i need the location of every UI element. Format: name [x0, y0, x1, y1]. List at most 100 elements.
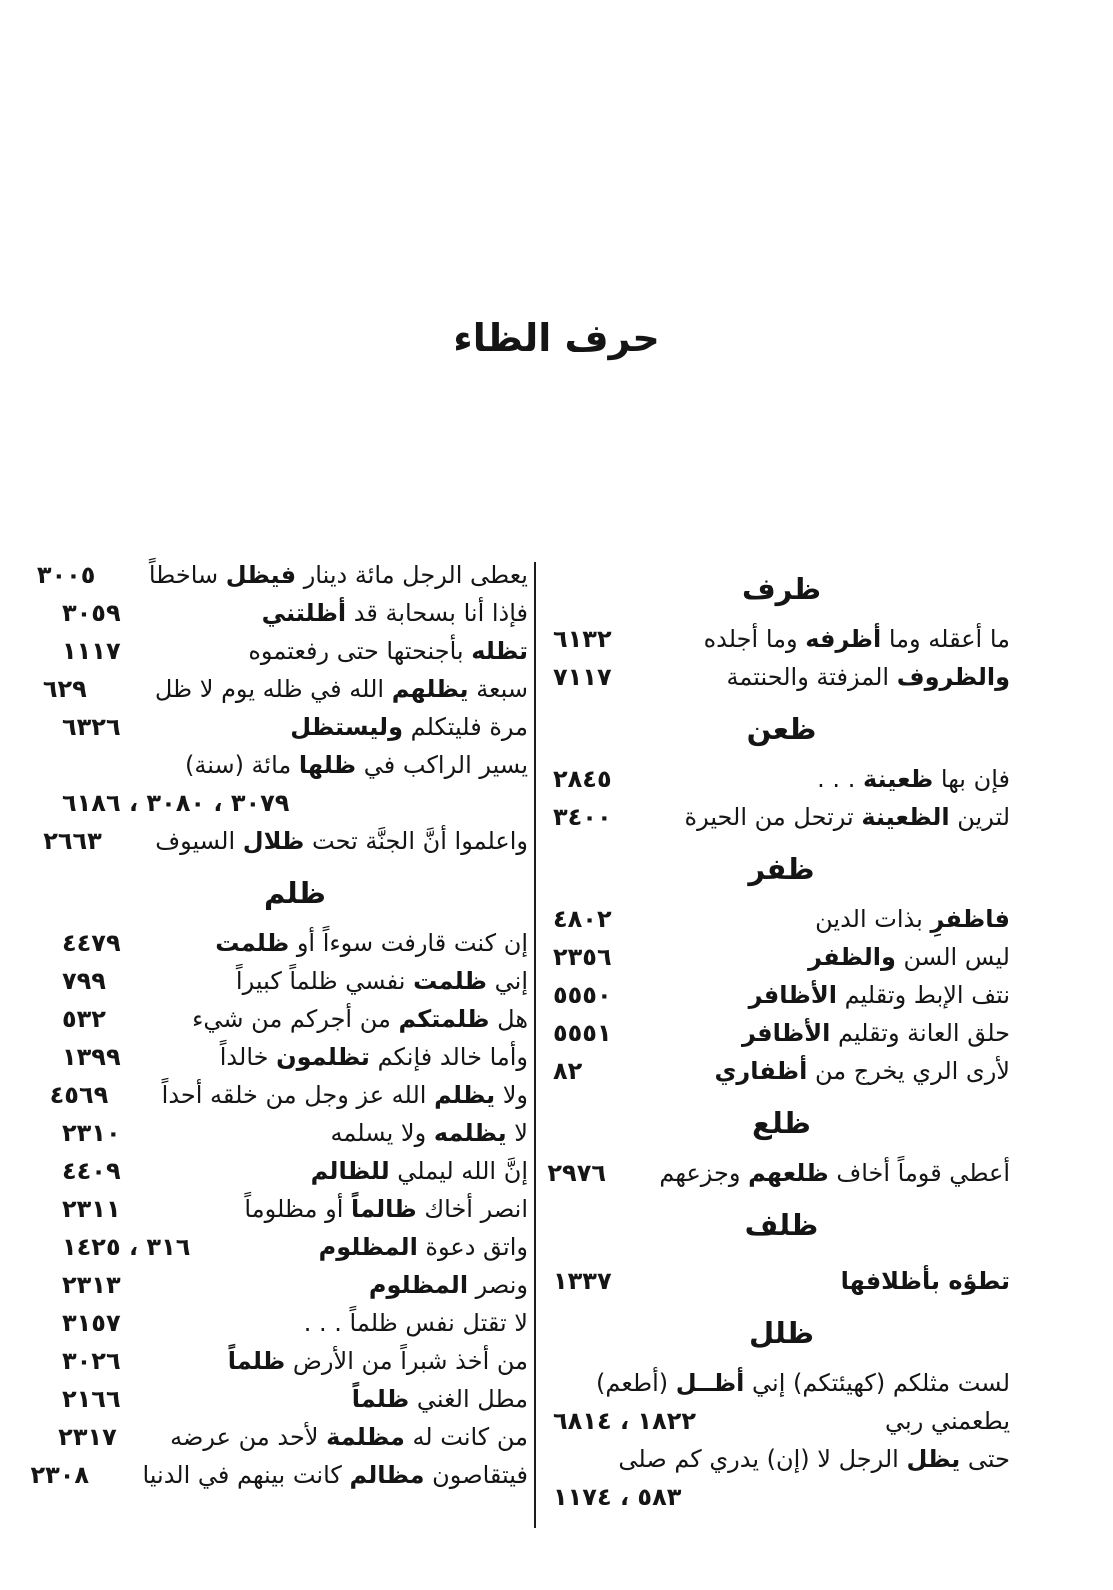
entry-number: ٨٢: [553, 1057, 583, 1085]
index-entry-row: حتى يظل الرجل لا (إن) يدري كم صلى: [553, 1440, 1010, 1478]
entry-text: واتق دعوة المظلوم: [318, 1233, 528, 1261]
entry-number: ٣٠٧٩ ، ٣٠٨٠ ، ٦١٨٦: [62, 789, 290, 817]
index-entry-row: لا تقتل نفس ظلماً . . . ٣١٥٧: [62, 1304, 528, 1342]
index-entry-row: فإذا أنا بسحابة قد أظلتني ٣٠٥٩: [62, 594, 528, 632]
entry-text: واعلموا أنَّ الجنَّة تحت ظلال السيوف: [155, 827, 528, 855]
entry-number: ٣٤٠٠: [553, 803, 612, 831]
index-entry-row: والظروف المزفتة والحنتمة ٧١١٧: [553, 658, 1010, 696]
index-entry-row: مرة فليتكلم وليستظل ٦٣٢٦: [62, 708, 528, 746]
index-entry-row: أعطي قوماً أخاف ظلعهم وجزعهم ٢٩٧٦: [547, 1154, 1010, 1192]
entry-text: مرة فليتكلم وليستظل: [290, 713, 528, 741]
index-entry-row: لا يظلمه ولا يسلمه ٢٣١٠: [62, 1114, 528, 1152]
entry-text: إن كنت قارفت سوءاً أو ظلمت: [215, 929, 528, 957]
entry-text: إني ظلمت نفسي ظلماً كبيراً: [235, 967, 528, 995]
index-entry-row: ما أعقله وما أظرفه وما أجلده ٦١٣٢: [553, 620, 1010, 658]
entry-text: فإذا أنا بسحابة قد أظلتني: [261, 599, 528, 627]
entry-number: ٦١٣٢: [553, 625, 612, 653]
entry-text: نتف الإبط وتقليم الأظافر: [748, 981, 1010, 1009]
entry-text: لترين الظعينة ترتحل من الحيرة: [684, 803, 1011, 831]
section-heading: ظلل: [748, 1316, 815, 1350]
entry-number: ٣٠٠٥: [36, 561, 96, 589]
index-entry-row: لست مثلكم (كهيئتكم) إني أظــل (أطعم): [553, 1364, 1010, 1402]
section-heading: ظلم: [264, 876, 326, 910]
entry-number: ٤٤٧٩: [62, 929, 121, 957]
entry-text: ونصر المظلوم: [368, 1271, 528, 1299]
entry-text: من كانت له مظلمة لأحد من عرضه: [170, 1423, 528, 1451]
index-entry-row: فيتقاصون مظالم كانت بينهم في الدنيا ٢٣٠٨: [30, 1456, 528, 1494]
entry-number: ١٨٢٢ ، ٦٨١٤: [553, 1407, 697, 1435]
entry-text: هل ظلمتكم من أجركم من شيء: [192, 1005, 528, 1033]
section-heading: ظعن: [746, 712, 817, 746]
entry-text: والظروف المزفتة والحنتمة: [726, 663, 1011, 691]
index-entry-row: لترين الظعينة ترتحل من الحيرة ٣٤٠٠: [553, 798, 1010, 836]
entry-number: ٥٥٥٠: [553, 981, 612, 1009]
index-entry-row: ليس السن والظفر ٢٣٥٦: [553, 938, 1010, 976]
entry-number: ٦٢٩: [42, 675, 87, 703]
index-entry-row: حلق العانة وتقليم الأظافر ٥٥٥١: [553, 1014, 1010, 1052]
entry-text: فاظفرِ بذات الدين: [815, 905, 1010, 933]
entry-text: حتى يظل الرجل لا (إن) يدري كم صلى: [618, 1445, 1010, 1473]
index-entry-row: واعلموا أنَّ الجنَّة تحت ظلال السيوف ٢٦٦٣: [43, 822, 528, 860]
page-title: حرف الظاء: [453, 316, 660, 360]
entry-text: أعطي قوماً أخاف ظلعهم وجزعهم: [659, 1159, 1010, 1187]
index-entry-row: مطل الغني ظلماً ٢١٦٦: [62, 1380, 528, 1418]
index-entry-row: إن كنت قارفت سوءاً أو ظلمت ٤٤٧٩: [62, 924, 528, 962]
entry-text: يطعمني ربي: [885, 1407, 1010, 1435]
entry-number: ٣١٦ ، ١٤٢٥: [62, 1233, 191, 1261]
entry-number: ٢٣١٠: [62, 1119, 121, 1147]
entry-text: سبعة يظلهم الله في ظله يوم لا ظل: [154, 675, 528, 703]
entry-number: ٢١٦٦: [62, 1385, 121, 1413]
index-entry-row: نتف الإبط وتقليم الأظافر ٥٥٥٠: [553, 976, 1010, 1014]
entry-number: ٤٤٠٩: [62, 1157, 121, 1185]
entry-number: ٤٥٦٩: [49, 1081, 109, 1109]
entry-text: لست مثلكم (كهيئتكم) إني أظــل (أطعم): [596, 1369, 1010, 1397]
entry-text: ليس السن والظفر: [808, 943, 1010, 971]
entry-text: فيتقاصون مظالم كانت بينهم في الدنيا: [142, 1461, 528, 1489]
entry-text: يسير الراكب في ظلها مائة (سنة): [184, 751, 528, 779]
entry-text: لا يظلمه ولا يسلمه: [330, 1119, 528, 1147]
entry-number-continuation-row: ٥٨٣ ، ١١٧٤: [553, 1478, 1010, 1516]
index-entry-row: إني ظلمت نفسي ظلماً كبيراً ٧٩٩: [62, 962, 528, 1000]
entry-number: ٥٣٢: [62, 1005, 106, 1033]
entry-text: إنَّ الله ليملي للظالم: [310, 1157, 528, 1185]
entry-text: ولا يظلم الله عز وجل من خلقه أحداً: [161, 1081, 528, 1109]
index-column-right: ظرف ما أعقله وما أظرفه وما أجلده ٦١٣٢ والظر…: [547, 556, 1010, 1516]
entry-number: ٢٣١١: [62, 1195, 121, 1223]
index-entry-row: انصر أخاك ظالماً أو مظلوماً ٢٣١١: [62, 1190, 528, 1228]
entry-text: انصر أخاك ظالماً أو مظلوماً: [244, 1195, 528, 1223]
section-heading: ظفر: [748, 852, 815, 886]
entry-number: ٦٣٢٦: [62, 713, 121, 741]
index-entry-row: يسير الراكب في ظلها مائة (سنة): [62, 746, 528, 784]
entry-number: ٥٥٥١: [553, 1019, 612, 1047]
entry-number: ١٣٩٩: [62, 1043, 121, 1071]
index-entry-row: تظله بأجنحتها حتى رفعتموه ١١١٧: [62, 632, 528, 670]
column-divider-rule: [534, 562, 536, 1528]
entry-number: ٣٠٢٦: [62, 1347, 121, 1375]
entry-number: ٢٣١٧: [58, 1423, 117, 1451]
entry-number: ٢٣٠٨: [30, 1461, 90, 1489]
entry-text: مطل الغني ظلماً: [351, 1385, 528, 1413]
entry-number: ٢٣١٣: [62, 1271, 121, 1299]
entry-text: لا تقتل نفس ظلماً . . .: [303, 1309, 528, 1337]
entry-text: وأما خالد فإنكم تظلمون خالداً: [219, 1043, 528, 1071]
index-entry-row: تطؤه بأظلافها ١٣٣٧: [553, 1262, 1010, 1300]
entry-text: لأرى الري يخرج من أظفاري: [714, 1057, 1010, 1085]
entry-number: ٧١١٧: [553, 663, 612, 691]
index-entry-row: يطعمني ربي ١٨٢٢ ، ٦٨١٤: [553, 1402, 1010, 1440]
entry-number: ٣٠٥٩: [62, 599, 121, 627]
entry-text: من أخذ شبراً من الأرض ظلماً: [227, 1347, 528, 1375]
index-entry-row: لأرى الري يخرج من أظفاري ٨٢: [553, 1052, 1010, 1090]
index-entry-row: وأما خالد فإنكم تظلمون خالداً ١٣٩٩: [62, 1038, 528, 1076]
index-entry-row: إنَّ الله ليملي للظالم ٤٤٠٩: [62, 1152, 528, 1190]
index-entry-row: فاظفرِ بذات الدين ٤٨٠٢: [553, 900, 1010, 938]
section-heading: ظلف: [744, 1208, 819, 1242]
index-entry-row: يعطى الرجل مائة دينار فيظل ساخطاً ٣٠٠٥: [37, 556, 528, 594]
entry-text: تظله بأجنحتها حتى رفعتموه: [248, 637, 528, 665]
entry-number: ٢٩٧٦: [547, 1159, 606, 1187]
section-heading: ظرف: [741, 572, 822, 606]
entry-number: ٧٩٩: [62, 967, 106, 995]
entry-number: ٣١٥٧: [62, 1309, 121, 1337]
index-column-left: يعطى الرجل مائة دينار فيظل ساخطاً ٣٠٠٥ فإذ…: [30, 556, 528, 1494]
entry-text: تطؤه بأظلافها: [840, 1267, 1010, 1295]
entry-number-continuation-row: ٣٠٧٩ ، ٣٠٨٠ ، ٦١٨٦: [62, 784, 528, 822]
